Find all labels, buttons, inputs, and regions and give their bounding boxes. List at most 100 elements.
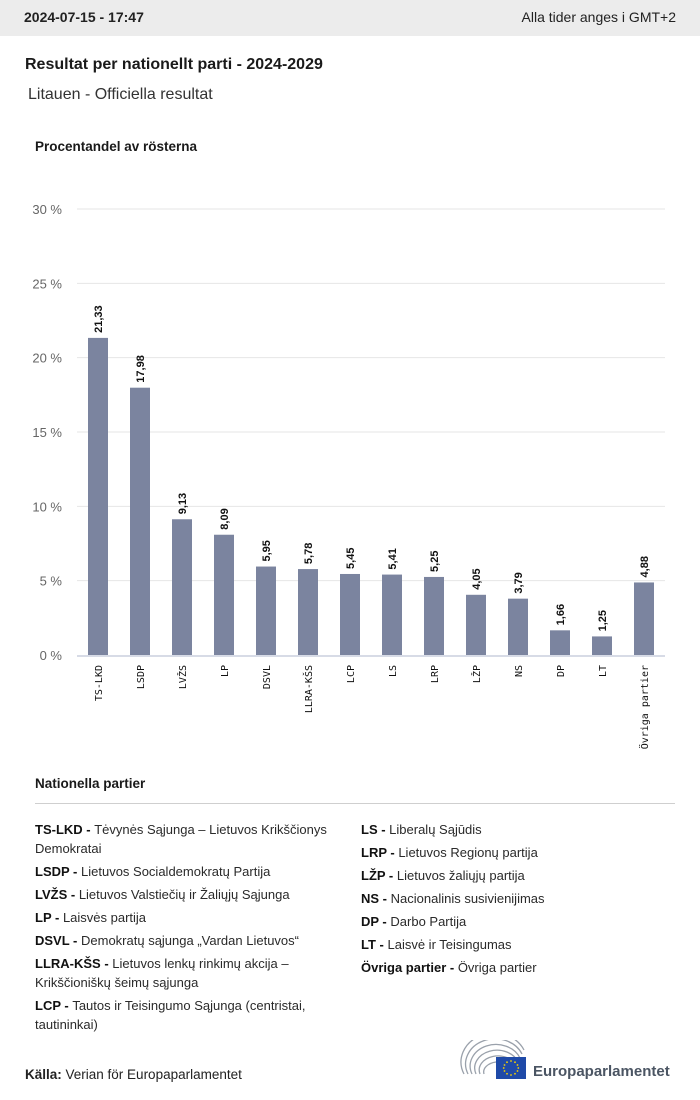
- bar: [130, 387, 150, 655]
- legend-name: Nacionalinis susivienijimas: [390, 891, 545, 906]
- x-tick-label: LS: [388, 665, 399, 677]
- y-tick-label: 30 %: [32, 202, 62, 217]
- y-tick-label: 10 %: [32, 499, 62, 514]
- legend-name: Lietuvos žaliųjų partija: [396, 868, 525, 883]
- x-tick-label: LVŽS: [176, 665, 189, 689]
- data-label: 8,09: [219, 508, 231, 529]
- bar-chart: 0 % 5 % 10 % 15 % 20 % 25 % 30 % 21,33 TS-LKD 17,…: [32, 202, 665, 749]
- legend-item: LRP - Lietuvos Regionų partija: [361, 843, 681, 862]
- bar: [508, 598, 528, 655]
- top-bar: 2024-07-15 - 17:47 Alla tider anges i GM…: [0, 0, 700, 36]
- x-tick-label: LP: [220, 665, 231, 677]
- y-tick-label: 25 %: [32, 276, 62, 291]
- eu-stars: [502, 1060, 520, 1076]
- legend-column-right: LS - Liberalų Sąjūdis LRP - Lietuvos Regi…: [361, 820, 681, 981]
- legend-abbr: Övriga partier -: [361, 960, 458, 975]
- legend-name: Lietuvos Socialdemokratų Partija: [81, 864, 271, 879]
- legend-name: Demokratų sąjunga „Vardan Lietuvos“: [81, 933, 299, 948]
- data-label: 5,78: [303, 543, 315, 564]
- timezone-note: Alla tider anges i GMT+2: [521, 9, 676, 25]
- legend-name: Lietuvos Valstiečių ir Žaliųjų Sąjunga: [78, 887, 290, 902]
- legend-abbr: LRP -: [361, 845, 399, 860]
- bar: [214, 534, 234, 655]
- legend-item: NS - Nacionalinis susivienijimas: [361, 889, 681, 908]
- chart-subtitle: Litauen - Officiella resultat: [28, 86, 213, 103]
- bar: [340, 573, 360, 655]
- x-tick-label: LSDP: [136, 665, 147, 689]
- data-label: 1,25: [597, 610, 609, 631]
- bar: [256, 566, 276, 655]
- legend-name: Lietuvos lenkų rinkimų akcija – Krikščio…: [35, 956, 289, 990]
- bar: [592, 636, 612, 655]
- y-tick-label: 15 %: [32, 425, 62, 440]
- legend-name: Laisvė ir Teisingumas: [387, 937, 512, 952]
- data-label: 9,13: [177, 493, 189, 514]
- y-tick-label: 0 %: [40, 648, 63, 663]
- legend-item: LS - Liberalų Sąjūdis: [361, 820, 681, 839]
- legend-column-left: TS-LKD - Tėvynės Sąjunga – Lietuvos Krik…: [35, 820, 350, 1038]
- legend-abbr: LVŽS -: [35, 887, 79, 902]
- chart-title: Resultat per nationellt parti - 2024-202…: [25, 56, 323, 73]
- legend-name: Laisvės partija: [62, 910, 147, 925]
- bar: [634, 582, 654, 655]
- legend-name: Darbo Partija: [390, 914, 467, 929]
- legend-item: LVŽS - Lietuvos Valstiečių ir Žaliųjų Są…: [35, 885, 350, 904]
- legend-abbr: LT -: [361, 937, 388, 952]
- legend-name: Övriga partier: [457, 960, 537, 975]
- bar: [88, 337, 108, 655]
- data-label: 5,95: [261, 540, 273, 561]
- data-label: 17,98: [135, 355, 147, 383]
- y-axis-title: Procentandel av rösterna: [35, 139, 198, 154]
- bar: [298, 569, 318, 655]
- x-tick-label: TS-LKD: [94, 665, 105, 701]
- x-tick-label: LŽP: [470, 665, 483, 683]
- logo-text: Europaparlamentet: [533, 1063, 670, 1080]
- source-label: Källa:: [25, 1067, 62, 1082]
- y-tick-label: 20 %: [32, 351, 62, 366]
- x-tick-label: LLRA-KŠS: [302, 665, 315, 713]
- european-parliament-logo: [460, 1040, 526, 1079]
- legend-title: Nationella partier: [35, 776, 146, 791]
- legend-abbr: LS -: [361, 822, 390, 837]
- bar: [550, 630, 570, 655]
- legend-abbr: TS-LKD -: [35, 822, 95, 837]
- data-label: 21,33: [93, 305, 105, 333]
- eu-flag-icon: [496, 1057, 526, 1079]
- legend-abbr: LŽP -: [361, 868, 397, 883]
- legend-item: LT - Laisvė ir Teisingumas: [361, 935, 681, 954]
- legend-item: LP - Laisvės partija: [35, 908, 350, 927]
- x-tick-label: LCP: [346, 665, 357, 683]
- legend-item: LSDP - Lietuvos Socialdemokratų Partija: [35, 862, 350, 881]
- legend-item: DP - Darbo Partija: [361, 912, 681, 931]
- legend-name: Tėvynės Sąjunga – Lietuvos Krikščionys D…: [35, 822, 327, 856]
- legend-item: LŽP - Lietuvos žaliųjų partija: [361, 866, 681, 885]
- legend-item: TS-LKD - Tėvynės Sąjunga – Lietuvos Krik…: [35, 820, 350, 858]
- x-tick-label: DP: [556, 665, 567, 677]
- legend-item: Övriga partier - Övriga partier: [361, 958, 681, 977]
- legend-abbr: LSDP -: [35, 864, 81, 879]
- y-tick-label: 5 %: [40, 574, 63, 589]
- legend-abbr: LLRA-KŠS -: [35, 956, 113, 971]
- data-label: 1,66: [555, 604, 567, 625]
- data-label: 4,05: [471, 568, 483, 589]
- x-tick-label: LT: [598, 665, 609, 677]
- legend-name: Lietuvos Regionų partija: [398, 845, 538, 860]
- bar: [382, 574, 402, 655]
- legend-abbr: LP -: [35, 910, 63, 925]
- timestamp: 2024-07-15 - 17:47: [24, 9, 144, 25]
- legend-item: LLRA-KŠS - Lietuvos lenkų rinkimų akcija…: [35, 954, 350, 992]
- legend-item: LCP - Tautos ir Teisingumo Sąjunga (cent…: [35, 996, 350, 1034]
- legend-abbr: NS -: [361, 891, 391, 906]
- source-note: Källa: Verian för Europaparlamentet: [25, 1067, 242, 1082]
- legend-divider: [35, 803, 675, 804]
- x-tick-label: NS: [514, 665, 525, 677]
- bar: [466, 594, 486, 655]
- data-label: 4,88: [639, 556, 651, 577]
- legend-name: Tautos ir Teisingumo Sąjunga (centristai…: [35, 998, 306, 1032]
- x-tick-label: DSVL: [262, 665, 273, 689]
- source-text: Verian för Europaparlamentet: [61, 1067, 242, 1082]
- legend-abbr: DP -: [361, 914, 391, 929]
- legend-name: Liberalų Sąjūdis: [389, 822, 482, 837]
- x-tick-label: LRP: [430, 665, 441, 683]
- data-label: 3,79: [513, 572, 525, 593]
